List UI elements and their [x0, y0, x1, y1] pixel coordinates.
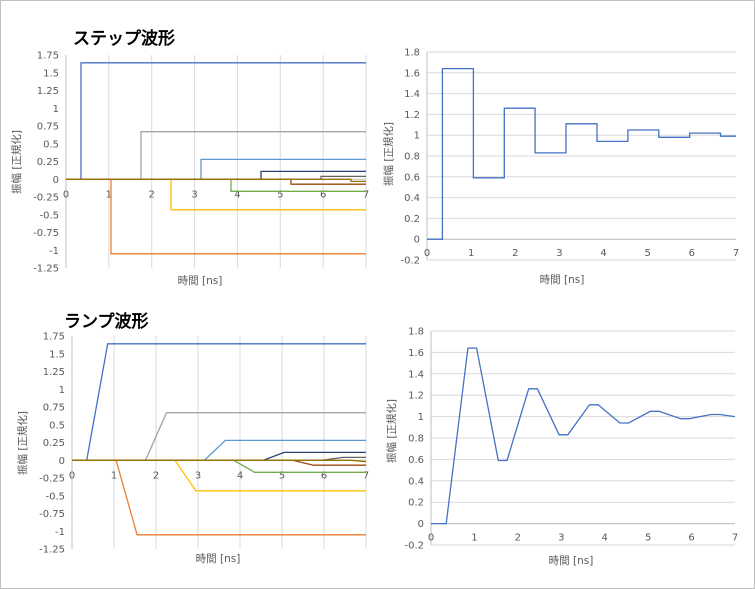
x-tick-label: 7 [733, 248, 739, 259]
x-tick-label: 7 [732, 533, 738, 544]
y-tick-label: -1 [55, 527, 65, 538]
x-tick-label: 4 [600, 248, 606, 259]
y-tick-label: 1 [414, 131, 420, 142]
y-tick-label: 1.5 [49, 349, 65, 360]
y-tick-label: 1 [53, 104, 59, 115]
ramp-chart-title: ランプ波形 [64, 312, 149, 332]
y-tick-label: 1.75 [43, 332, 65, 343]
y-axis-title: 振幅 [正規化] [385, 399, 398, 463]
y-tick-label: -0.75 [39, 509, 65, 520]
x-tick-label: 3 [191, 189, 197, 200]
y-tick-label: 1 [59, 385, 65, 396]
x-tick-label: 3 [556, 248, 562, 259]
y-tick-label: 1.5 [43, 68, 59, 79]
x-tick-label: 6 [689, 248, 695, 259]
x-tick-label: 4 [602, 533, 608, 544]
y-tick-label: 0.75 [43, 403, 65, 414]
y-tick-label: 0.4 [404, 193, 420, 204]
y-tick-label: -0.5 [39, 210, 59, 221]
y-tick-label: -1.25 [33, 264, 59, 275]
y-tick-label: 0.8 [408, 434, 424, 445]
y-tick-label: 1.6 [408, 348, 424, 359]
y-tick-label: 0 [418, 519, 424, 530]
x-tick-label: 0 [69, 470, 75, 481]
y-tick-label: 1.75 [37, 51, 59, 62]
y-tick-label: 0 [414, 235, 420, 246]
y-tick-label: 1.8 [404, 48, 420, 59]
y-tick-label: -1 [49, 246, 59, 257]
x-tick-label: 0 [428, 533, 434, 544]
series-line [427, 67, 736, 240]
series-line [66, 178, 366, 183]
x-tick-label: 7 [363, 470, 369, 481]
y-tick-label: 0.6 [408, 455, 424, 466]
x-tick-label: 1 [106, 189, 112, 200]
y-tick-label: 0.5 [43, 139, 59, 150]
y-tick-label: 1.4 [404, 89, 420, 100]
y-tick-label: 0.4 [408, 476, 424, 487]
x-tick-label: 1 [471, 533, 477, 544]
x-tick-label: 2 [515, 533, 521, 544]
step-chart-title: ステップ波形 [73, 29, 175, 49]
y-axis-title: 振幅 [正規化] [16, 411, 29, 475]
series-line [431, 347, 736, 525]
y-tick-label: 0.5 [49, 420, 65, 431]
y-tick-label: 0.75 [37, 122, 59, 133]
y-tick-label: 1.25 [37, 86, 59, 97]
x-axis-title: 時間 [ns] [549, 555, 594, 567]
x-axis-title: 時間 [ns] [178, 275, 223, 287]
x-tick-label: 5 [645, 533, 651, 544]
y-tick-label: 0 [59, 456, 65, 467]
y-tick-label: -1.25 [39, 545, 65, 556]
y-tick-label: 0.2 [404, 214, 420, 225]
y-tick-label: -0.25 [33, 193, 59, 204]
y-tick-label: 0.25 [37, 157, 59, 168]
y-axis-title: 振幅 [正規化] [382, 122, 395, 186]
x-tick-label: 4 [237, 470, 243, 481]
x-tick-label: 0 [424, 248, 430, 259]
y-tick-label: 1.2 [408, 391, 424, 402]
y-tick-label: -0.5 [45, 491, 65, 502]
y-tick-label: 1.8 [408, 327, 424, 338]
y-tick-label: -0.2 [404, 541, 424, 552]
x-tick-label: 6 [688, 533, 694, 544]
y-tick-label: -0.75 [33, 228, 59, 239]
x-tick-label: 6 [321, 470, 327, 481]
x-axis-title: 時間 [ns] [540, 274, 585, 286]
series-line [72, 459, 367, 463]
x-tick-label: 6 [320, 189, 326, 200]
x-tick-label: 5 [279, 470, 285, 481]
x-tick-label: 1 [468, 248, 474, 259]
y-tick-label: 0.2 [408, 498, 424, 509]
x-tick-label: 5 [277, 189, 283, 200]
x-tick-label: 2 [512, 248, 518, 259]
x-tick-label: 7 [363, 189, 369, 200]
y-tick-label: 1.4 [408, 369, 424, 380]
y-tick-label: -0.2 [400, 256, 420, 267]
x-axis-title: 時間 [ns] [196, 553, 241, 565]
x-tick-label: 4 [234, 189, 240, 200]
y-tick-label: 1.6 [404, 68, 420, 79]
y-tick-label: -0.25 [39, 474, 65, 485]
x-tick-label: 0 [63, 189, 69, 200]
y-tick-label: 0.25 [43, 438, 65, 449]
y-tick-label: 1.2 [404, 110, 420, 121]
y-tick-label: 0 [53, 175, 59, 186]
y-tick-label: 0.8 [404, 152, 420, 163]
x-tick-label: 2 [149, 189, 155, 200]
y-axis-title: 振幅 [正規化] [10, 130, 23, 194]
x-tick-label: 3 [195, 470, 201, 481]
y-tick-label: 1.25 [43, 367, 65, 378]
x-tick-label: 1 [111, 470, 117, 481]
y-tick-label: 1 [418, 412, 424, 423]
x-tick-label: 5 [645, 248, 651, 259]
x-tick-label: 3 [558, 533, 564, 544]
y-tick-label: 0.6 [404, 172, 420, 183]
x-tick-label: 2 [153, 470, 159, 481]
